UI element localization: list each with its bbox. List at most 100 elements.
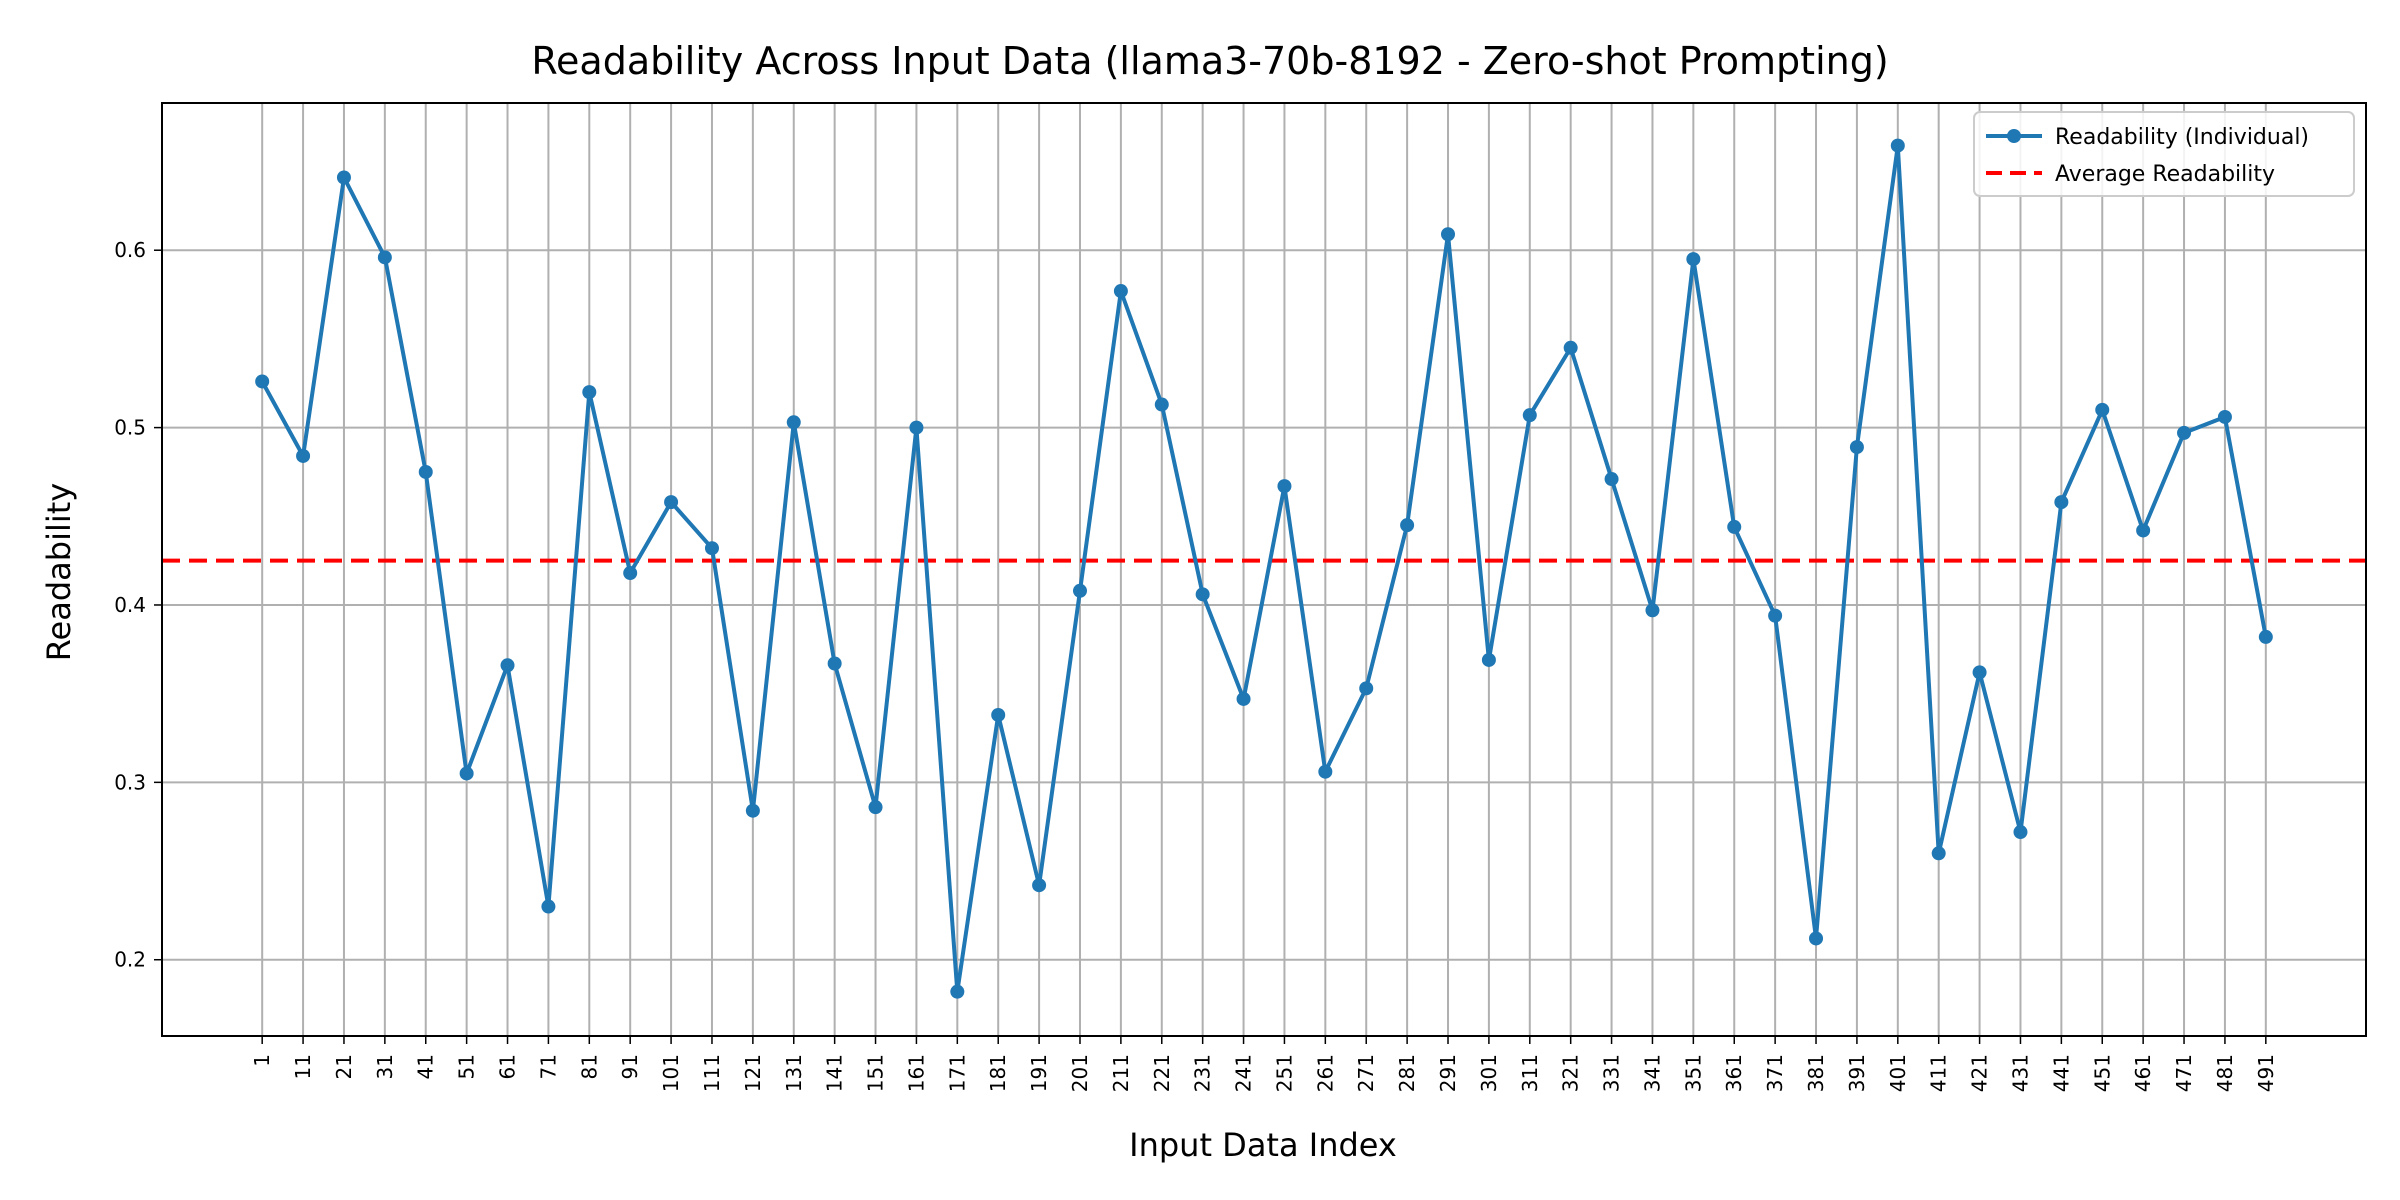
x-tick-label: 251: [1272, 1054, 1296, 1092]
data-point: [1645, 603, 1660, 618]
x-axis-label: Input Data Index: [1129, 1126, 1397, 1164]
x-tick-label: 161: [904, 1054, 928, 1092]
x-tick-label: 221: [1150, 1054, 1174, 1092]
x-tick-label: 101: [659, 1054, 683, 1092]
data-point: [950, 984, 965, 999]
x-tick-label: 231: [1191, 1054, 1215, 1092]
series-layer: [255, 138, 2273, 999]
x-tick-label: 241: [1232, 1054, 1256, 1092]
x-tick-label: 411: [1927, 1054, 1951, 1092]
y-tick-label: 0.2: [114, 948, 146, 972]
x-tick-label: 91: [618, 1054, 642, 1079]
legend: Readability (Individual) Average Readabi…: [1973, 111, 2355, 197]
data-point: [1931, 846, 1946, 861]
x-tick-label: 1: [250, 1054, 274, 1067]
data-point: [1481, 652, 1496, 667]
x-tick-label: 141: [823, 1054, 847, 1092]
x-tick-label: 181: [986, 1054, 1010, 1092]
x-tick-label: 401: [1886, 1054, 1910, 1092]
plot-frame: [161, 102, 2367, 1037]
x-tick-label: 81: [577, 1054, 601, 1079]
x-tick-label: 151: [864, 1054, 888, 1092]
data-point: [1277, 479, 1292, 494]
data-point: [2013, 825, 2028, 840]
x-tick-label: 301: [1477, 1054, 1501, 1092]
data-point: [1686, 252, 1701, 267]
x-tick-label: 461: [2131, 1054, 2155, 1092]
x-tick-label: 331: [1600, 1054, 1624, 1092]
data-point: [827, 656, 842, 671]
y-tick-label: 0.4: [114, 593, 146, 617]
data-point: [1113, 284, 1128, 299]
data-point: [1522, 408, 1537, 423]
data-point: [1890, 138, 1905, 153]
data-point: [991, 707, 1006, 722]
data-point: [1441, 227, 1456, 242]
x-tick-label: 431: [2008, 1054, 2032, 1092]
data-point: [296, 448, 311, 463]
data-point: [2177, 425, 2192, 440]
y-tick-label: 0.3: [114, 770, 146, 794]
x-tick-label: 421: [1968, 1054, 1992, 1092]
data-point: [255, 374, 270, 389]
data-point: [1154, 397, 1169, 412]
x-tick-label: 441: [2049, 1054, 2073, 1092]
x-tick-label: 291: [1436, 1054, 1460, 1092]
x-tick-label: 11: [291, 1054, 315, 1079]
data-point: [1972, 665, 1987, 680]
x-tick-label: 21: [332, 1054, 356, 1079]
x-tick-label: 261: [1313, 1054, 1337, 1092]
x-tick-label: 281: [1395, 1054, 1419, 1092]
x-tick-label: 361: [1722, 1054, 1746, 1092]
data-point: [745, 803, 760, 818]
data-point: [541, 899, 556, 914]
x-tick-label: 131: [782, 1054, 806, 1092]
y-axis-ticks: 0.2 0.3 0.4 0.5 0.6: [114, 238, 162, 972]
x-tick-label: 471: [2172, 1054, 2196, 1092]
data-point: [1032, 878, 1047, 893]
data-point: [704, 541, 719, 556]
x-tick-label: 41: [414, 1054, 438, 1079]
x-tick-label: 71: [536, 1054, 560, 1079]
data-point: [1400, 518, 1415, 533]
x-tick-label: 321: [1559, 1054, 1583, 1092]
x-tick-label: 271: [1354, 1054, 1378, 1092]
x-tick-label: 341: [1640, 1054, 1664, 1092]
data-point: [1236, 691, 1251, 706]
data-point: [1604, 472, 1619, 487]
chart-title: Readability Across Input Data (llama3-70…: [531, 39, 1888, 83]
data-point: [459, 766, 474, 781]
data-point: [2054, 495, 2069, 510]
x-tick-label: 491: [2254, 1054, 2278, 1092]
data-point: [2258, 629, 2273, 644]
x-tick-label: 451: [2090, 1054, 2114, 1092]
data-point: [1359, 681, 1374, 696]
x-tick-label: 191: [1027, 1054, 1051, 1092]
legend-box: [1973, 111, 2355, 197]
x-tick-label: 201: [1068, 1054, 1092, 1092]
data-point: [1195, 587, 1210, 602]
x-tick-label: 211: [1109, 1054, 1133, 1092]
y-axis-label: Readability: [40, 483, 78, 661]
data-point: [1849, 440, 1864, 455]
y-tick-label: 0.6: [114, 238, 146, 262]
data-point: [1318, 764, 1333, 779]
data-point: [1768, 608, 1783, 623]
legend-series-marker: [2007, 129, 2021, 143]
data-point: [336, 170, 351, 185]
x-tick-label: 31: [373, 1054, 397, 1079]
data-point: [1727, 519, 1742, 534]
data-point: [1072, 583, 1087, 598]
grid-lines: [162, 103, 2366, 1036]
x-tick-label: 111: [700, 1054, 724, 1092]
data-point: [909, 420, 924, 435]
data-point: [2136, 523, 2151, 538]
x-tick-label: 381: [1804, 1054, 1828, 1092]
data-point: [2095, 402, 2110, 417]
legend-label-individual: Readability (Individual): [2055, 125, 2309, 150]
legend-label-average: Average Readability: [2055, 162, 2275, 187]
data-point: [377, 250, 392, 265]
data-point: [1563, 340, 1578, 355]
